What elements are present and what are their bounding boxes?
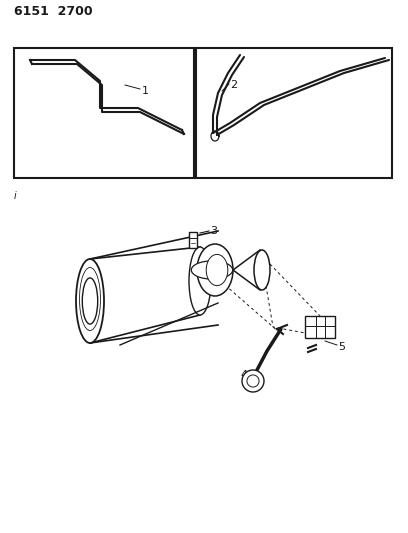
Text: 2: 2 <box>230 80 237 90</box>
Ellipse shape <box>189 247 211 315</box>
Bar <box>14 48 194 178</box>
Text: 1: 1 <box>142 86 149 96</box>
Bar <box>196 48 392 178</box>
Text: 3: 3 <box>210 226 217 236</box>
Ellipse shape <box>254 250 270 290</box>
Text: 5: 5 <box>338 342 345 352</box>
Text: 6151  2700: 6151 2700 <box>14 5 93 18</box>
Ellipse shape <box>191 261 233 279</box>
Ellipse shape <box>197 244 233 296</box>
Ellipse shape <box>82 278 98 324</box>
Ellipse shape <box>206 254 228 286</box>
Circle shape <box>247 375 259 387</box>
Bar <box>189 232 197 248</box>
Text: i: i <box>14 191 17 201</box>
Text: 4: 4 <box>240 370 247 380</box>
Circle shape <box>242 370 264 392</box>
Ellipse shape <box>76 259 104 343</box>
Bar <box>305 316 335 338</box>
